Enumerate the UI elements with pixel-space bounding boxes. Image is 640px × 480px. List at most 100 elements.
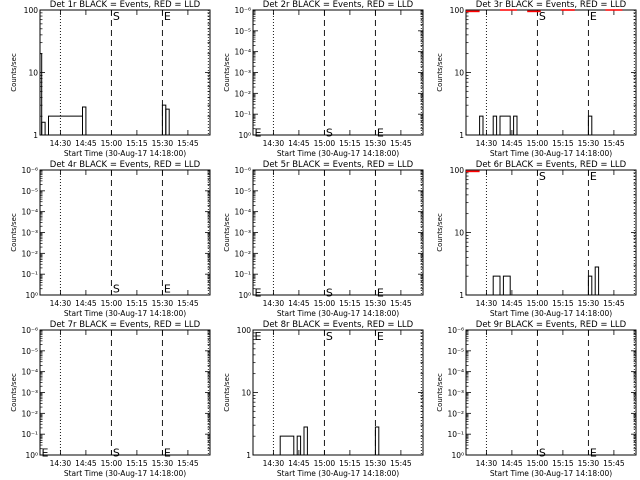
detector-panel-2: Det 2r BLACK = Events, RED = LLD 10⁰ 10⁻¹ 1… bbox=[223, 0, 424, 158]
x-tick-label: 15:30 bbox=[152, 459, 174, 468]
x-tick-label: 15:15 bbox=[339, 459, 361, 468]
x-tick-label: 14:45 bbox=[288, 459, 310, 468]
y-tick-label: 10⁻³ bbox=[234, 229, 251, 238]
plot-frame bbox=[252, 329, 424, 456]
y-tick-label: 10 bbox=[454, 69, 464, 78]
x-tick-label: 15:30 bbox=[365, 299, 387, 308]
event-marker-e: E bbox=[164, 283, 171, 296]
event-marker-e: E bbox=[255, 127, 262, 140]
x-tick-label: 15:30 bbox=[152, 299, 174, 308]
event-marker-e: E bbox=[377, 330, 384, 343]
x-tick-label: 15:00 bbox=[101, 139, 123, 148]
y-tick-label: 10⁻⁶ bbox=[447, 326, 464, 335]
event-marker-e: E bbox=[255, 330, 262, 343]
panel-title: Det 4r BLACK = Events, RED = LLD bbox=[50, 160, 201, 170]
detector-panel-9: Det 9r BLACK = Events, RED = LLD 10⁰ 10⁻¹ 1… bbox=[436, 320, 637, 478]
plot-frame bbox=[39, 329, 211, 456]
y-tick-label: 10⁻⁶ bbox=[234, 166, 251, 175]
x-axis-label: Start Time (30-Aug-17 14:18:00) bbox=[277, 469, 399, 478]
panel-title: Det 7r BLACK = Events, RED = LLD bbox=[50, 320, 201, 330]
x-tick-label: 15:45 bbox=[177, 299, 199, 308]
panel-title: Det 3r BLACK = Events, RED = LLD bbox=[476, 0, 627, 10]
x-tick-label: 15:00 bbox=[527, 139, 549, 148]
y-tick-label: 10⁻⁶ bbox=[21, 166, 38, 175]
x-tick-label: 15:15 bbox=[552, 139, 574, 148]
y-tick-label: 10⁻³ bbox=[234, 69, 251, 78]
y-tick-label: 10⁻² bbox=[21, 249, 38, 258]
x-tick-label: 15:30 bbox=[578, 299, 600, 308]
y-tick-label: 10⁻⁴ bbox=[234, 48, 251, 57]
y-tick-label: 10⁻² bbox=[447, 409, 464, 418]
event-marker-e: E bbox=[590, 447, 597, 460]
y-tick-label: 10 bbox=[241, 389, 251, 398]
x-tick-label: 15:30 bbox=[365, 459, 387, 468]
y-tick-label: 10⁻¹ bbox=[21, 270, 38, 279]
x-tick-label: 15:00 bbox=[314, 139, 336, 148]
y-tick-label: 10⁻³ bbox=[21, 389, 38, 398]
y-axis-label: Counts/sec bbox=[436, 373, 444, 412]
x-tick-label: 15:45 bbox=[390, 299, 412, 308]
x-tick-label: 15:15 bbox=[552, 459, 574, 468]
events-trace-segment bbox=[39, 53, 43, 135]
y-tick-label: 10⁻⁴ bbox=[21, 368, 38, 377]
plot-frame bbox=[465, 9, 637, 136]
x-tick-label: 14:30 bbox=[476, 459, 498, 468]
y-tick-label: 10⁻³ bbox=[21, 229, 38, 238]
events-trace-segment bbox=[161, 104, 167, 135]
y-tick-label: 10⁻⁴ bbox=[234, 208, 251, 217]
y-tick-label: 10⁻¹ bbox=[234, 270, 251, 279]
y-tick-label: 1 bbox=[459, 291, 464, 300]
y-axis-label: Counts/sec bbox=[10, 213, 18, 252]
x-axis-label: Start Time (30-Aug-17 14:18:00) bbox=[277, 149, 399, 158]
y-tick-label: 10⁻⁵ bbox=[234, 27, 251, 36]
x-tick-label: 15:15 bbox=[126, 459, 148, 468]
x-tick-label: 15:00 bbox=[101, 299, 123, 308]
events-trace-segment bbox=[502, 275, 511, 295]
y-tick-label: 10⁻² bbox=[234, 249, 251, 258]
y-tick-label: 10⁻² bbox=[21, 409, 38, 418]
x-tick-label: 15:30 bbox=[152, 139, 174, 148]
x-tick-label: 14:45 bbox=[75, 299, 97, 308]
x-tick-label: 15:45 bbox=[603, 299, 625, 308]
events-trace-segment bbox=[587, 115, 593, 135]
x-tick-label: 14:30 bbox=[476, 139, 498, 148]
x-tick-label: 14:45 bbox=[501, 299, 523, 308]
x-axis-label: Start Time (30-Aug-17 14:18:00) bbox=[277, 309, 399, 318]
x-tick-label: 14:45 bbox=[501, 459, 523, 468]
x-axis-label: Start Time (30-Aug-17 14:18:00) bbox=[64, 469, 186, 478]
x-axis-label: Start Time (30-Aug-17 14:18:00) bbox=[64, 149, 186, 158]
events-trace-segment bbox=[165, 108, 170, 135]
plot-frame bbox=[39, 169, 211, 296]
y-tick-label: 10⁻⁵ bbox=[21, 347, 38, 356]
y-tick-label: 10⁻¹ bbox=[21, 430, 38, 439]
events-trace-segment bbox=[41, 121, 46, 135]
x-tick-label: 15:15 bbox=[552, 299, 574, 308]
events-trace-segment bbox=[587, 275, 593, 295]
y-tick-label: 10 bbox=[28, 69, 38, 78]
x-tick-label: 14:45 bbox=[75, 459, 97, 468]
panel-title: Det 8r BLACK = Events, RED = LLD bbox=[263, 320, 414, 330]
event-marker-s: S bbox=[113, 283, 120, 296]
events-trace-segment bbox=[492, 115, 498, 135]
y-axis-label: Counts/sec bbox=[223, 373, 231, 412]
x-axis-label: Start Time (30-Aug-17 14:18:00) bbox=[490, 149, 612, 158]
y-tick-label: 10⁻³ bbox=[447, 389, 464, 398]
x-tick-label: 14:45 bbox=[501, 139, 523, 148]
event-marker-e: E bbox=[377, 127, 384, 140]
y-tick-label: 100 bbox=[237, 326, 252, 335]
y-tick-label: 10⁻⁴ bbox=[21, 208, 38, 217]
x-tick-label: 15:30 bbox=[578, 139, 600, 148]
x-tick-label: 14:30 bbox=[50, 139, 72, 148]
y-tick-label: 10⁻⁴ bbox=[447, 368, 464, 377]
x-tick-label: 15:45 bbox=[177, 139, 199, 148]
panel-title: Det 5r BLACK = Events, RED = LLD bbox=[263, 160, 414, 170]
event-marker-e: E bbox=[164, 447, 171, 460]
detector-panel-8: Det 8r BLACK = Events, RED = LLD 1 10 100 14… bbox=[223, 320, 424, 478]
x-tick-label: 14:30 bbox=[263, 139, 285, 148]
x-tick-label: 15:15 bbox=[126, 299, 148, 308]
y-tick-label: 10⁻⁶ bbox=[234, 6, 251, 15]
event-marker-s: S bbox=[326, 330, 333, 343]
y-tick-label: 1 bbox=[33, 131, 38, 140]
events-trace-segment bbox=[374, 426, 380, 455]
event-marker-e: E bbox=[42, 447, 49, 460]
